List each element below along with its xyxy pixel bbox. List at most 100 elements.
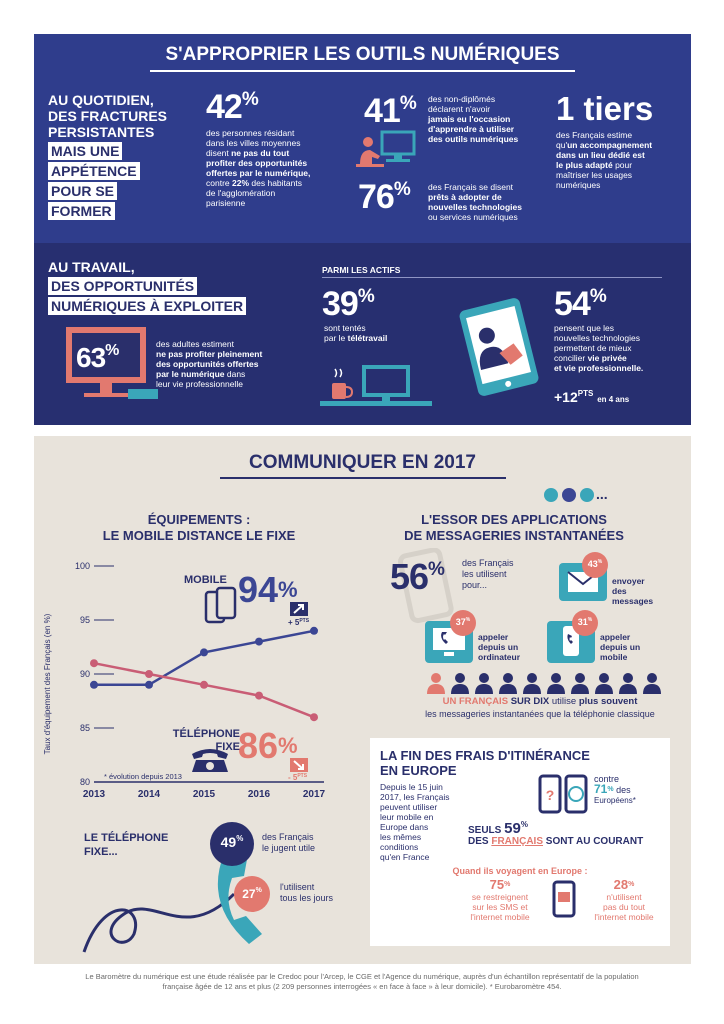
roaming-card <box>370 738 670 946</box>
stat-text: pas du tout <box>602 902 646 912</box>
stat-text: qu' <box>556 140 568 150</box>
label-line: FIXE <box>215 741 240 753</box>
stat-text-bold: ne pas du tout <box>231 148 290 158</box>
stat-28: 28% n'utilisent pas du tout l'internet m… <box>574 878 674 923</box>
stat-31-text: appeler depuis un mobile <box>600 632 640 662</box>
whatsapp-icon <box>544 488 558 502</box>
data-point <box>200 680 208 689</box>
stat-49-value: 49% <box>210 834 254 850</box>
people-row-icon <box>427 673 661 694</box>
stat-76-text: des Français se disent prêts à adopter d… <box>428 182 522 222</box>
lead-box-travail: DES OPPORTUNITÉS NUMÉRIQUES À EXPLOITER <box>48 277 247 317</box>
delta-value: - 5 <box>288 773 298 782</box>
title-line: LA FIN DES FRAIS D'ITINÉRANCE <box>380 748 590 763</box>
stat-value: 54 <box>554 285 591 323</box>
stat-text: utilise <box>551 696 577 707</box>
delta-unit: PTS <box>299 618 310 624</box>
messenger-icon <box>580 488 594 502</box>
stat-63-value: 63% <box>76 341 119 375</box>
equipements-title: ÉQUIPEMENTS : LE MOBILE DISTANCE LE FIXE <box>64 512 334 544</box>
person-icon <box>619 673 637 694</box>
stat-49-text: des Français le jugent utile <box>262 832 315 854</box>
stat-value: 42 <box>206 88 243 126</box>
stat-unit: % <box>520 820 528 829</box>
box-line: POUR SE <box>48 182 118 200</box>
stat-text: des Français estime <box>556 130 633 140</box>
stat-value: 94 <box>238 569 279 610</box>
lead-au-travail: AU TRAVAIL, <box>48 259 135 275</box>
y-tick-label: 80 <box>80 777 90 787</box>
box-line: NUMÉRIQUES À EXPLOITER <box>48 297 247 315</box>
stat-text: UN FRANÇAIS <box>442 696 509 707</box>
stat-text: 2017, les Français <box>380 792 450 802</box>
stat-unit: % <box>589 286 607 307</box>
stat-text: depuis un <box>478 642 519 652</box>
data-point <box>255 691 263 700</box>
stat-text: qu'en France <box>380 852 430 862</box>
stat-unit: % <box>393 179 411 200</box>
footer-note: Le Baromètre du numérique est une étude … <box>20 972 704 992</box>
delta-value: +12 <box>554 389 578 405</box>
x-tick-label: 2016 <box>248 789 271 800</box>
svg-text:?: ? <box>546 787 555 803</box>
stat-41-text: des non-diplômés déclarent n'avoir jamai… <box>428 94 518 144</box>
stat-text: messages <box>612 596 654 606</box>
stat-text-bold: offertes par le numérique, <box>206 168 311 178</box>
evolution-note: * évolution depuis 2013 <box>104 772 182 781</box>
stat-43-value: 43% <box>582 559 608 569</box>
stat-text: depuis un <box>600 642 641 652</box>
title-line: DE MESSAGERIES INSTANTANÉES <box>404 528 624 543</box>
delta-value: + 5 <box>288 618 300 627</box>
title-underline <box>150 70 575 72</box>
stat-text: des personnes résidant <box>206 128 295 138</box>
stat-text: pour <box>615 160 633 170</box>
stat-value: 27 <box>242 887 256 901</box>
stat-text-bold: vie privée <box>587 353 627 363</box>
stat-text: concilier <box>554 353 586 363</box>
stat-text: des Français <box>262 832 314 842</box>
stat-56-value: 56% <box>390 559 445 595</box>
tablet-video-call-icon <box>459 298 539 396</box>
stat-63-text: des adultes estiment ne pas profiter ple… <box>156 339 262 389</box>
stat-37-text: appeler depuis un ordinateur <box>478 632 520 662</box>
fixe-value: 86% <box>238 728 298 764</box>
stat-unit: % <box>587 617 593 623</box>
stat-text: des <box>616 785 631 795</box>
stat-text: Depuis le 15 juin <box>380 782 443 792</box>
stat-text: des Français <box>462 558 514 568</box>
stat-71: 71% des <box>594 783 631 796</box>
monitor-icon <box>66 327 158 399</box>
arrow-up-icon <box>290 602 308 616</box>
stat-text: pensent que les <box>554 323 615 333</box>
person-icon <box>475 673 493 694</box>
stat-unit: % <box>607 786 614 793</box>
series-line-fixe <box>93 661 315 719</box>
stat-text-bold: prêts à adopter de <box>428 192 502 202</box>
stat-37-value: 37% <box>450 617 476 627</box>
roaming-title: LA FIN DES FRAIS D'ITINÉRANCE EN EUROPE <box>380 748 590 778</box>
stat-27-value: 27% <box>234 887 270 901</box>
data-point <box>310 713 318 722</box>
stat-text: DES <box>468 836 489 847</box>
stat-unit: % <box>399 93 417 114</box>
stat-text: Europe dans <box>380 822 429 832</box>
y-tick-label: 85 <box>80 723 90 733</box>
stat-text-bold: dans un lieu dédié est <box>556 150 645 160</box>
stat-text: des <box>612 586 627 596</box>
stat-text-bold: profiter des opportunités <box>206 158 308 168</box>
stat-text: dans les villes moyennes <box>206 138 301 148</box>
stat-unit: % <box>105 342 119 359</box>
stat-text: disent <box>206 148 229 158</box>
stat-text: tous les jours <box>280 893 334 903</box>
stat-text: les utilisent <box>462 569 507 579</box>
stat-unit: % <box>628 881 635 888</box>
lead-line: DES FRACTURES <box>48 108 168 124</box>
contre-71: contre <box>594 774 619 784</box>
stat-text: des Français se disent <box>428 182 514 192</box>
stat-54-text: pensent que les nouvelles technologies p… <box>554 323 643 373</box>
footer-line: française âgée de 12 ans et plus (2 209 … <box>162 982 562 991</box>
apps-dots: ... <box>596 486 608 502</box>
section1-title: S'APPROPRIER LES OUTILS NUMÉRIQUES <box>165 44 560 65</box>
person-icon <box>595 673 613 694</box>
stat-text: conditions <box>380 842 419 852</box>
